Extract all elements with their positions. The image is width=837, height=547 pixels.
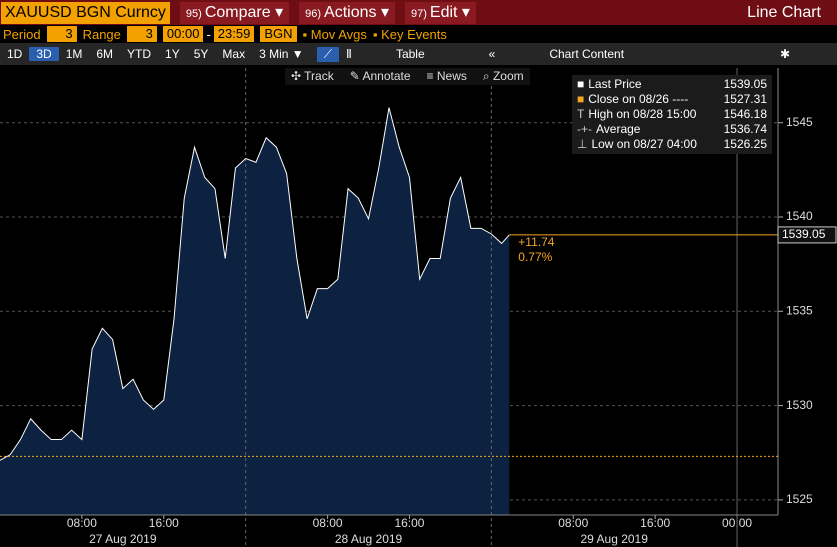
x-tick-label: 08:00	[558, 516, 588, 530]
menu-code: 97)	[410, 7, 427, 20]
menu-label: Edit	[429, 3, 458, 21]
interval-select[interactable]: 3 Min ▼	[259, 47, 304, 61]
price-line	[0, 107, 510, 461]
date-label: 28 Aug 2019	[335, 532, 403, 546]
timeframe-button[interactable]: Max	[222, 47, 246, 61]
tool-button[interactable]: ✣ Track	[291, 69, 334, 83]
menu-label: Compare	[204, 3, 271, 21]
legend-value: 1526.25	[723, 137, 767, 151]
legend-label-wrap: ⊥ Low on 08/27 04:00	[577, 137, 697, 152]
range-input[interactable]: 3	[126, 26, 157, 42]
change-pct-label: 0.77%	[518, 250, 552, 264]
tools: ✣ Track ✎ Annotate ≡ News ⌕ Zoom	[285, 68, 530, 85]
label: Zoom	[492, 69, 524, 83]
timeframe-button[interactable]: 1Y	[165, 47, 180, 61]
timeframe-button[interactable]: 3D	[29, 47, 59, 61]
line-icon[interactable]: ⟋	[316, 46, 340, 62]
x-tick-label: 08:00	[67, 516, 97, 530]
mov-avgs[interactable]: ▪ Mov Avgs	[302, 26, 367, 42]
menu[interactable]: 96) Actions ▾	[299, 1, 395, 24]
x-tick-label: 16:00	[640, 516, 670, 530]
timeframe-button[interactable]: 6M	[96, 47, 114, 61]
legend-item: -+- Average 1536.74	[577, 122, 767, 137]
menu-label: Actions	[324, 3, 377, 21]
y-tick-label: 1530	[786, 398, 813, 412]
y-tick-label: 1535	[786, 303, 813, 317]
tool-button[interactable]: ✎ Annotate	[349, 69, 411, 83]
area	[0, 107, 510, 515]
last-price-label: 1539.05	[782, 227, 826, 241]
menu-code: 95)	[185, 7, 202, 20]
chart-content[interactable]: Chart Content	[549, 47, 625, 61]
legend-symbol: ⊥	[577, 137, 588, 151]
date-label: 29 Aug 2019	[581, 532, 649, 546]
legend-label: Last Price	[588, 77, 642, 91]
y-tick-label: 1545	[786, 115, 813, 129]
timeframe-bar: 1D 3D 1M 6M YTD 1Y 5Y Max 3 Min ▼ ⟋ Ⅱ Table « Chart C…	[0, 43, 837, 65]
source-input[interactable]: BGN	[260, 26, 297, 42]
legend-symbol: ■	[577, 77, 585, 91]
menu[interactable]: 95) Compare ▾	[179, 1, 290, 24]
table-button[interactable]: Table	[395, 47, 425, 61]
menu-code: 96)	[305, 7, 322, 20]
end-input[interactable]: 23:59	[213, 26, 255, 42]
legend-value: 1536.74	[723, 122, 767, 136]
date-label: 27 Aug 2019	[89, 532, 157, 546]
legend-value: 1539.05	[723, 77, 767, 91]
view-name: Line Chart	[747, 3, 821, 21]
legend-label: High on 08/28 15:00	[588, 107, 697, 121]
timeframe-button[interactable]: 1D	[7, 47, 23, 61]
legend: ■ Last Price 1539.05 ■ Close on 08/26 ---- 15…	[572, 75, 772, 154]
label: Mov Avgs	[310, 26, 367, 42]
label: Key Events	[381, 26, 447, 42]
last-price-box	[777, 226, 837, 244]
x-tick-label: 16:00	[149, 516, 179, 530]
key-events[interactable]: ▪ Key Events	[372, 26, 447, 42]
legend-item: ⊥ Low on 08/27 04:00 1526.25	[577, 137, 767, 152]
tool-button[interactable]: ⌕ Zoom	[482, 69, 524, 83]
label: 3 Min	[259, 47, 289, 61]
legend-label: Average	[596, 122, 641, 136]
label: Period	[3, 26, 41, 42]
ticker[interactable]: XAUUSD BGN Curncy	[1, 1, 170, 24]
collapse-icon[interactable]: «	[488, 47, 496, 61]
label: Range	[82, 26, 121, 42]
timeframe-button[interactable]: YTD	[127, 47, 152, 61]
x-tick-label: 16:00	[394, 516, 424, 530]
label: Annotate	[362, 69, 411, 83]
y-tick-label: 1525	[786, 492, 813, 506]
legend-item: ■ Close on 08/26 ---- 1527.31	[577, 92, 767, 107]
candle-icon[interactable]: Ⅱ	[346, 47, 352, 61]
label: Track	[304, 69, 334, 83]
legend-symbol: T	[577, 107, 585, 121]
legend-symbol: -+-	[577, 122, 592, 136]
timeframe-button[interactable]: 5Y	[193, 47, 209, 61]
tool-button[interactable]: ≡ News	[426, 69, 467, 83]
legend-label-wrap: ■ Last Price	[577, 77, 642, 92]
legend-label: Close on 08/26 ----	[588, 92, 689, 106]
x-tick-label: 08:00	[313, 516, 343, 530]
legend-symbol: ■	[577, 92, 585, 106]
start-input[interactable]: 00:00	[162, 26, 204, 42]
menu[interactable]: 97) Edit ▾	[404, 1, 476, 24]
separator: -	[206, 26, 211, 42]
legend-item: T High on 08/28 15:00 1546.18	[577, 107, 767, 122]
legend-label-wrap: T High on 08/28 15:00	[577, 107, 696, 122]
y-tick-label: 1540	[786, 209, 813, 223]
period-input[interactable]: 3	[46, 26, 77, 42]
legend-value: 1546.18	[723, 107, 767, 121]
change-label: +11.74	[518, 235, 554, 249]
legend-value: 1527.31	[723, 92, 767, 106]
legend-label-wrap: ■ Close on 08/26 ----	[577, 92, 688, 107]
timeframe-button[interactable]: 1M	[65, 47, 83, 61]
legend-item: ■ Last Price 1539.05	[577, 77, 767, 92]
label: News	[436, 69, 467, 83]
legend-label-wrap: -+- Average	[577, 122, 640, 137]
settings-bar: Period 3 Range 3 00:00 - 23:59 BGN ▪ Mov…	[0, 25, 837, 43]
settings-icon[interactable]: ✱	[779, 47, 790, 61]
legend-label: Low on 08/27 04:00	[591, 137, 697, 151]
top-bar: XAUUSD BGN Curncy 95) Compare ▾ 96) Action…	[0, 0, 837, 25]
